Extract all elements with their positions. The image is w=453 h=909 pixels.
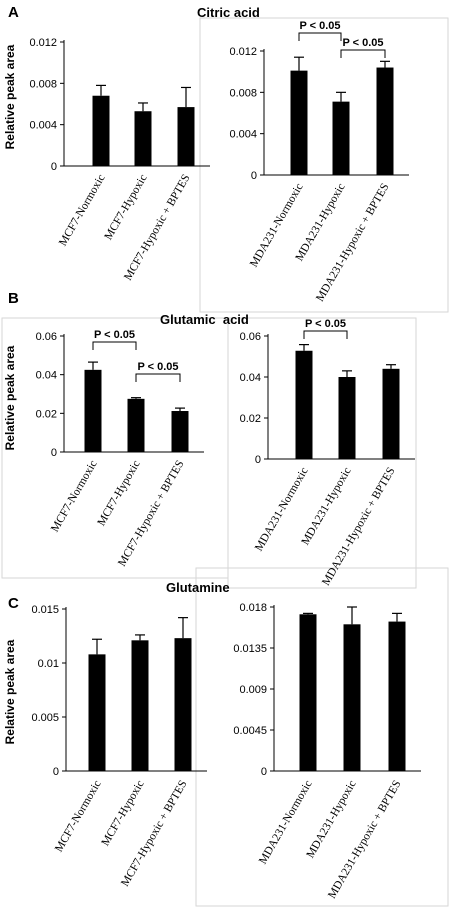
y-tick-label: 0.008: [229, 87, 257, 99]
y-tick-label: 0.004: [229, 129, 257, 141]
bar-chart-6: 00.00450.0090.01350.018MDA231-NormoxicMD…: [233, 602, 421, 901]
y-tick-label: 0.04: [240, 372, 261, 384]
bar-3: [376, 67, 394, 175]
y-tick-label: 0.06: [240, 331, 261, 343]
significance-label: P < 0.05: [305, 318, 346, 330]
bar-1: [290, 70, 308, 175]
significance-bracket: [340, 49, 386, 58]
bar-chart-5: 0 0.005 0.01 0.015 MCF7-NormoxicMCF7-Hypoxic…: [31, 604, 207, 889]
y-tick-label: 0: [251, 170, 257, 182]
frame-b-right: [227, 317, 417, 589]
charts: 00.0040.0080.012MCF7-NormoxicMCF7-Hypoxi…: [29, 20, 421, 901]
y-tick-label: 0.004: [29, 120, 57, 132]
significance-bracket: [298, 32, 342, 41]
significance-label: P < 0.05: [342, 37, 383, 49]
y-axis-label-a: Relative peak area: [3, 44, 17, 149]
bar-1: [84, 369, 102, 452]
y-tick-label: 0.015: [31, 604, 59, 616]
bar-2: [332, 101, 350, 175]
bar-2: [343, 624, 361, 771]
bar-1: [295, 350, 313, 459]
y-tick-label: 0.06: [36, 331, 57, 343]
y-tick-label: 0.02: [36, 408, 57, 420]
y-tick-label: 0.012: [229, 46, 257, 58]
y-tick-label: 0.008: [29, 78, 57, 90]
bar-1: [88, 654, 106, 771]
bar-2: [134, 111, 152, 166]
category-label-2: MDA231-Hypoxic: [299, 466, 353, 548]
y-tick-label: 0.005: [31, 712, 59, 724]
significance-bracket: [303, 330, 348, 339]
bar-3: [171, 411, 189, 452]
y-tick-label: 0.01: [38, 658, 59, 670]
frame-a-right: [199, 17, 449, 313]
y-tick-label: 0: [255, 454, 261, 466]
frame-b-left: [1, 317, 229, 579]
y-tick-label: 0.0135: [233, 643, 267, 655]
significance-label: P < 0.05: [94, 329, 135, 341]
y-tick-label: 0: [53, 766, 59, 778]
frame-c-right: [195, 567, 449, 907]
y-tick-label: 0: [51, 161, 57, 173]
category-label-1: MCF7-Normoxic: [53, 779, 104, 855]
bar-3: [382, 368, 400, 459]
y-tick-label: 0.0045: [233, 725, 267, 737]
category-label-2: MDA231-Hypoxic: [304, 779, 358, 861]
bar-1: [92, 95, 110, 166]
bar-2: [127, 398, 145, 452]
y-tick-label: 0: [51, 447, 57, 459]
bar-2: [338, 377, 356, 459]
category-label-1: MCF7-Normoxic: [57, 173, 108, 249]
panel-letter-a: A: [8, 4, 19, 21]
significance-bracket: [92, 341, 137, 350]
panel-title-citric-acid: Citric acid: [197, 5, 260, 20]
bar-3: [177, 107, 195, 166]
y-tick-label: 0: [261, 766, 267, 778]
y-axis-label-c: Relative peak area: [3, 639, 17, 744]
panel-letter-b: B: [8, 290, 19, 307]
bar-chart-2: 00.0040.0080.012MDA231-NormoxicMDA231-Hy…: [229, 20, 409, 304]
panel-title-glutamine: Glutamine: [166, 580, 230, 595]
significance-label: P < 0.05: [137, 361, 178, 373]
y-tick-label: 0.012: [29, 37, 57, 49]
bar-chart-3: 00.020.040.06MCF7-NormoxicMCF7-HypoxicMC…: [36, 329, 204, 569]
category-label-2: MCF7-Hypoxic: [102, 173, 149, 243]
category-label-2: MCF7-Hypoxic: [99, 779, 146, 849]
category-label-2: MCF7-Hypoxic: [95, 459, 142, 529]
significance-label: P < 0.05: [299, 20, 340, 32]
bar-2: [131, 640, 149, 771]
bar-3: [388, 621, 406, 771]
bar-chart-1: 0 0.004 0.008 0.012 MCF7-NormoxicMCF7-Hypoxi…: [29, 37, 210, 283]
y-tick-label: 0.018: [239, 602, 267, 614]
bar-chart-4: 00.020.040.06MDA231-NormoxicMDA231-Hypox…: [240, 318, 415, 588]
y-tick-label: 0.02: [240, 413, 261, 425]
y-axis-label-b: Relative peak area: [3, 345, 17, 450]
category-label-1: MCF7-Normoxic: [49, 459, 100, 535]
bar-1: [299, 614, 317, 771]
bar-3: [174, 638, 192, 771]
y-tick-label: 0.04: [36, 370, 57, 382]
significance-bracket: [135, 373, 181, 382]
panel-letter-c: C: [8, 595, 19, 612]
panel-title-glutamic-acid: Glutamic acid: [160, 312, 249, 327]
y-tick-label: 0.009: [239, 684, 267, 696]
